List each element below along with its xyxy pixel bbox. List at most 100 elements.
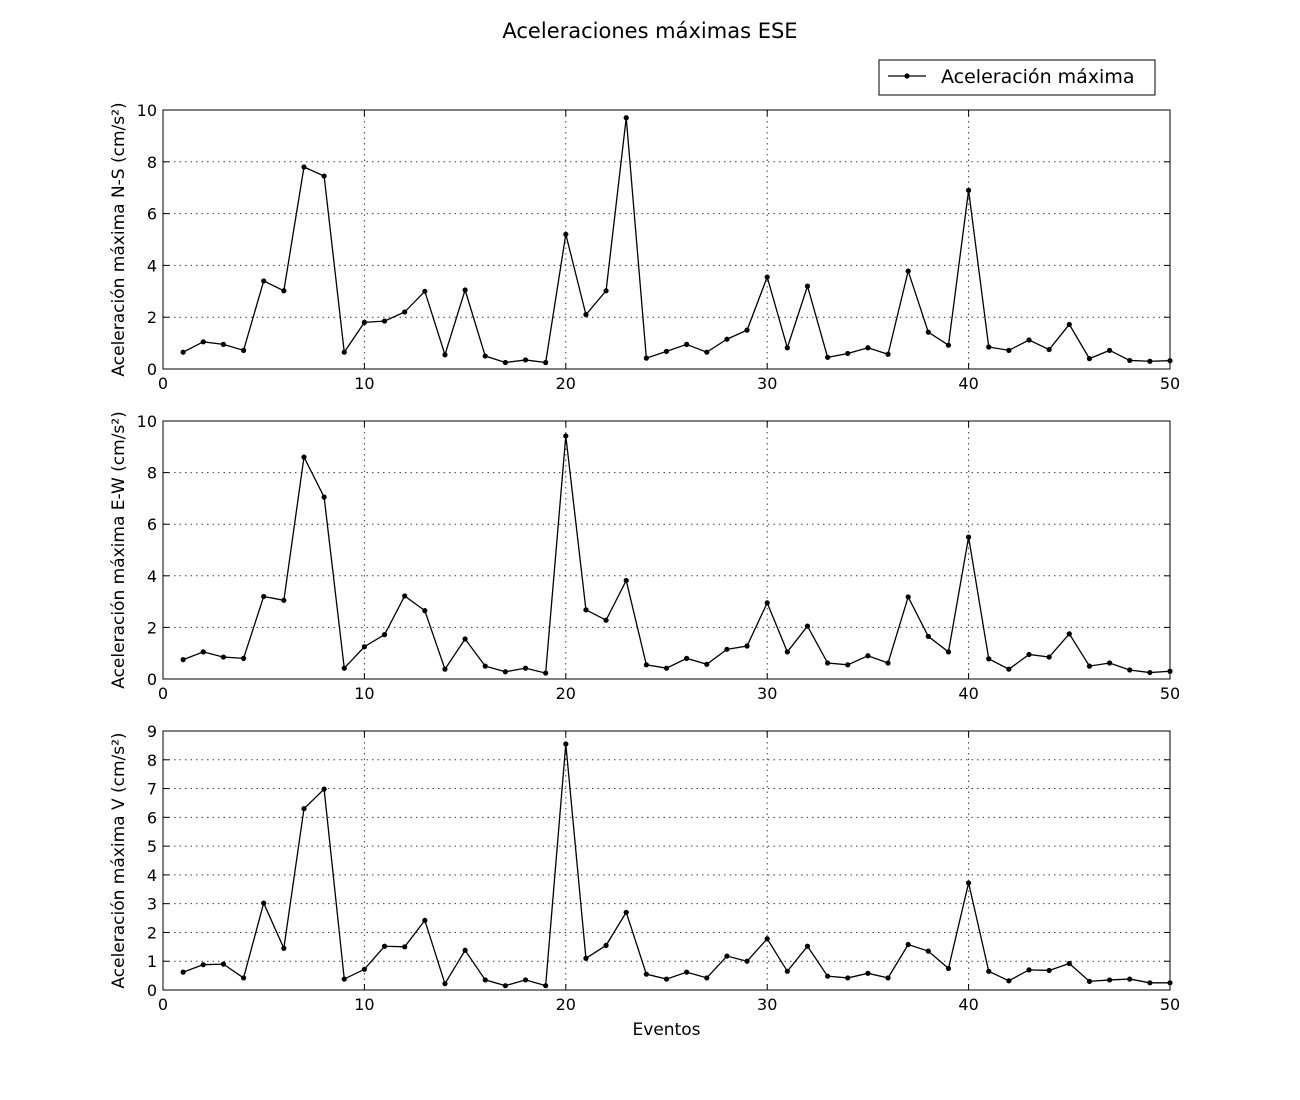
x-tick-label: 20 <box>556 995 576 1014</box>
data-point <box>220 961 227 967</box>
data-point <box>543 359 549 366</box>
data-point <box>1006 666 1012 672</box>
data-point <box>1086 663 1093 669</box>
data-point <box>240 347 247 353</box>
data-point <box>764 936 770 942</box>
data-point <box>704 975 710 981</box>
data-point <box>925 329 931 335</box>
data-point <box>1106 660 1113 666</box>
data-point <box>462 287 468 293</box>
data-point <box>442 666 448 672</box>
data-point <box>784 649 790 655</box>
x-tick-label: 40 <box>958 684 978 703</box>
data-point <box>200 339 206 345</box>
subplot-vertical: 0 10 20 30 40 50 0 1 2 3 4 5 6 7 8 9 Aceleración máxima … <box>109 722 1180 1040</box>
data-point <box>381 943 388 949</box>
data-point <box>764 274 770 280</box>
x-tick-label: 40 <box>958 374 978 393</box>
data-point <box>522 357 529 363</box>
y-axis-label: Aceleración máxima V (cm/s²) <box>109 732 129 988</box>
data-point <box>301 806 307 812</box>
data-point <box>563 741 569 747</box>
data-point <box>845 975 851 981</box>
axes-frame <box>162 420 1171 680</box>
data-point <box>482 353 488 359</box>
data-point <box>321 494 327 500</box>
data-point <box>402 593 408 599</box>
x-tick-label: 0 <box>158 684 168 703</box>
data-point <box>301 164 307 170</box>
data-point <box>764 600 770 606</box>
x-tick-label: 10 <box>354 374 374 393</box>
data-point <box>986 344 992 350</box>
data-point <box>663 348 670 354</box>
data-point <box>361 644 367 650</box>
data-point <box>623 577 629 584</box>
data-point <box>966 880 972 886</box>
data-point <box>925 633 931 640</box>
data-point <box>1066 960 1072 967</box>
data-point <box>804 943 811 949</box>
y-tick-label: 6 <box>147 205 157 224</box>
y-tick-label: 7 <box>147 780 157 799</box>
data-point <box>744 958 750 964</box>
data-point <box>402 944 408 950</box>
data-point <box>341 665 347 671</box>
y-tick-label: 3 <box>147 895 157 914</box>
y-tick-label: 8 <box>147 751 157 770</box>
y-axis-label: Aceleración máxima E-W (cm/s²) <box>109 411 129 689</box>
data-point <box>865 653 871 659</box>
data-point <box>603 617 609 623</box>
data-point <box>482 977 488 983</box>
data-point <box>281 288 287 294</box>
data-point <box>381 318 388 324</box>
data-point <box>744 327 750 333</box>
data-point <box>603 288 609 294</box>
x-tick-label: 0 <box>158 374 168 393</box>
data-point <box>1066 631 1072 637</box>
data-point <box>180 969 186 975</box>
x-tick-label: 30 <box>757 684 777 703</box>
data-point <box>1106 347 1113 353</box>
data-point <box>885 351 891 357</box>
data-point <box>804 623 811 629</box>
data-point <box>724 953 730 959</box>
data-point <box>684 969 690 975</box>
data-point <box>341 976 347 982</box>
data-point <box>905 594 911 600</box>
y-tick-label: 5 <box>147 837 157 856</box>
data-point <box>502 669 508 675</box>
data-point <box>361 966 367 972</box>
y-tick-label: 2 <box>147 308 157 327</box>
data-point <box>321 786 327 792</box>
data-point <box>905 941 911 948</box>
data-point <box>825 354 831 360</box>
series-line <box>182 435 1171 674</box>
data-point <box>986 656 992 662</box>
data-point <box>945 965 952 972</box>
x-tick-label: 20 <box>556 684 576 703</box>
plot-area <box>163 421 1170 679</box>
data-point <box>1127 667 1133 673</box>
data-point <box>684 341 690 347</box>
y-tick-label: 9 <box>147 722 157 741</box>
data-point <box>220 341 227 347</box>
x-axis-label: Eventos <box>633 1020 701 1040</box>
data-point <box>543 670 549 676</box>
legend: Aceleración máxima <box>878 59 1156 96</box>
data-point <box>442 352 448 358</box>
figure-title: Aceleraciones máximas ESE <box>502 19 797 43</box>
data-point <box>422 608 428 614</box>
data-point <box>1127 976 1133 982</box>
data-point <box>301 454 307 460</box>
subplot-east-west: 0 10 20 30 40 50 0 2 4 6 8 10 Aceleración máxima E-W… <box>109 411 1180 703</box>
subplot-north-south: 0 10 20 30 40 50 0 2 4 6 8 10 Aceleración máxima N-S… <box>109 101 1180 393</box>
data-point <box>1127 357 1133 364</box>
data-point <box>643 355 649 361</box>
data-point <box>885 975 891 981</box>
data-point <box>583 312 589 318</box>
x-tick-label: 20 <box>556 374 576 393</box>
data-point <box>1046 967 1052 974</box>
data-point <box>422 917 428 923</box>
data-point <box>865 970 871 976</box>
